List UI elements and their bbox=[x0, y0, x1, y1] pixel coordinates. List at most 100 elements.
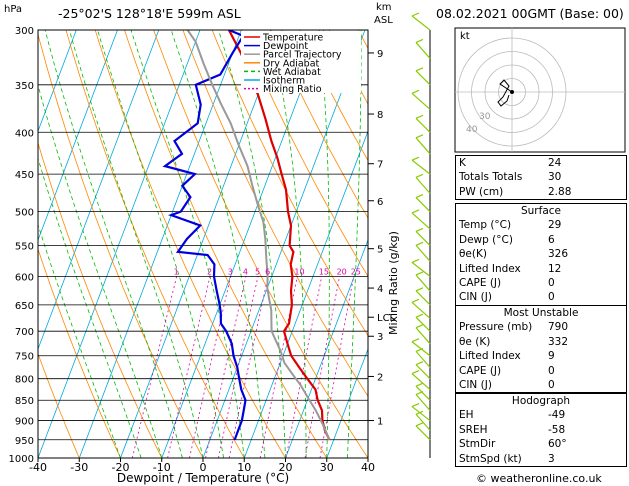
hodograph-ring-label: 40 bbox=[466, 125, 478, 135]
km-label: km bbox=[376, 2, 392, 13]
wind-barb-flag bbox=[415, 324, 424, 329]
pressure-tick-label: 1000 bbox=[9, 454, 34, 465]
index-value: 0 bbox=[548, 378, 555, 391]
asl-label: ASL bbox=[374, 15, 393, 26]
wind-barb-flag bbox=[415, 271, 424, 276]
wet-adiabat-line bbox=[318, 30, 330, 458]
wind-barb bbox=[415, 394, 431, 411]
wind-barb bbox=[411, 15, 431, 31]
wet-adiabat-line bbox=[44, 30, 183, 458]
wind-barb bbox=[411, 92, 431, 110]
hodograph-frame bbox=[454, 27, 626, 153]
isotherm-line bbox=[326, 348, 368, 458]
section-title: Most Unstable bbox=[503, 307, 579, 319]
index-value: 332 bbox=[548, 335, 569, 348]
index-key: CIN (J) bbox=[459, 378, 492, 391]
temperature-tick-label: -20 bbox=[112, 461, 130, 474]
index-value: 9 bbox=[548, 350, 555, 363]
legend-entry: Mixing Ratio bbox=[263, 84, 322, 95]
legend-entry: Dewpoint bbox=[263, 41, 308, 52]
index-key: Lifted Index bbox=[459, 350, 521, 363]
wind-barb bbox=[415, 231, 431, 246]
hodograph-panel: Hodograph EH -49 SREH -58 StmDir 60° StmSpd (kt… bbox=[455, 393, 627, 467]
index-key: SREH bbox=[459, 423, 488, 436]
mixing-ratio-line bbox=[189, 276, 232, 458]
index-key: PW (cm) bbox=[459, 185, 504, 198]
index-row: StmDir 60° bbox=[456, 437, 626, 451]
index-key: Temp (°C) bbox=[459, 219, 512, 232]
index-row: Totals Totals 30 bbox=[456, 170, 626, 184]
mixing-ratio-label: 5 bbox=[255, 267, 260, 276]
index-row: Temp (°C) 29 bbox=[456, 218, 626, 232]
wind-barb bbox=[415, 290, 431, 306]
wind-barb-flag bbox=[415, 38, 424, 44]
dry-adiabat-line bbox=[241, 30, 368, 278]
km-tick-label: 4 bbox=[377, 284, 383, 295]
index-row: Lifted Index 12 bbox=[456, 262, 626, 276]
index-row: EH -49 bbox=[456, 408, 626, 422]
index-row: Pressure (mb) 790 bbox=[456, 320, 626, 334]
index-key: Dewp (°C) bbox=[459, 233, 513, 246]
copyright-text: © weatheronline.co.uk bbox=[476, 472, 602, 485]
index-value: 0 bbox=[548, 364, 555, 377]
wind-barb bbox=[415, 197, 431, 213]
km-tick-label: 5 bbox=[377, 245, 383, 256]
isotherm-line bbox=[120, 30, 283, 458]
wind-barb-flag bbox=[415, 422, 424, 427]
pressure-tick-label: 350 bbox=[15, 81, 34, 92]
index-value: 0 bbox=[548, 276, 555, 289]
index-value: 326 bbox=[548, 248, 569, 261]
wind-barb-flag bbox=[415, 173, 424, 178]
mixing-ratio-label: 4 bbox=[243, 267, 248, 276]
mixing-ratio-label: 3 bbox=[228, 267, 233, 276]
pressure-tick-label: 500 bbox=[15, 208, 34, 219]
wind-barb-flag bbox=[411, 258, 420, 263]
wind-barb-flag bbox=[415, 241, 424, 246]
isotherm-line bbox=[38, 30, 160, 351]
temperature-tick-label: 30 bbox=[320, 461, 334, 474]
index-key: θe(K) bbox=[459, 248, 487, 261]
legend-entry: Dry Adiabat bbox=[263, 58, 320, 69]
wind-barb-flag bbox=[411, 370, 420, 375]
wind-barb-flag bbox=[415, 227, 424, 233]
wind-barb-flag bbox=[411, 209, 420, 214]
most-unstable-panel: Most Unstable Pressure (mb) 790 θe (K) 332 Li… bbox=[455, 305, 627, 394]
index-key: θe (K) bbox=[459, 335, 491, 348]
index-value: 3 bbox=[548, 452, 555, 465]
pressure-tick-label: 750 bbox=[15, 352, 34, 363]
wind-barb-flag bbox=[411, 298, 420, 303]
index-row: K 24 bbox=[456, 156, 626, 170]
temperature-tick-label: -30 bbox=[70, 461, 88, 474]
index-value: 2.88 bbox=[548, 185, 572, 198]
wind-barb-flag bbox=[415, 313, 424, 318]
pressure-tick-label: 450 bbox=[15, 170, 34, 181]
index-value: 0 bbox=[548, 291, 555, 304]
index-value: 12 bbox=[548, 262, 562, 275]
index-key: Totals Totals bbox=[459, 171, 523, 184]
wind-barb-flag bbox=[415, 134, 424, 139]
wind-barb bbox=[415, 274, 431, 292]
section-title: Hodograph bbox=[511, 395, 571, 407]
index-key: StmDir bbox=[459, 438, 496, 451]
hodograph-kt-label: kt bbox=[460, 31, 470, 42]
wet-adiabat-line bbox=[347, 30, 362, 458]
mixing-ratio-label: 10 bbox=[294, 267, 304, 276]
wind-barb-flag bbox=[415, 347, 424, 352]
index-value: -49 bbox=[548, 409, 566, 422]
pressure-tick-label: 650 bbox=[15, 301, 34, 312]
index-row: CAPE (J) 0 bbox=[456, 276, 626, 290]
location-title: -25°02'S 128°18'E 599m ASL bbox=[58, 6, 241, 21]
index-row: CAPE (J) 0 bbox=[456, 364, 626, 378]
wind-barb bbox=[415, 350, 431, 368]
mixing-ratio-line bbox=[205, 276, 247, 458]
dry-adiabat-line bbox=[270, 30, 368, 219]
legend-entry: Wet Adiabat bbox=[263, 67, 321, 78]
isotherm-line bbox=[38, 30, 201, 458]
dewpoint-line bbox=[162, 30, 247, 441]
isotherm-line bbox=[161, 30, 325, 458]
pressure-tick-label: 700 bbox=[15, 327, 34, 338]
index-value: 60° bbox=[548, 438, 567, 451]
wind-barb bbox=[411, 373, 431, 391]
isotherm-line bbox=[202, 30, 366, 458]
